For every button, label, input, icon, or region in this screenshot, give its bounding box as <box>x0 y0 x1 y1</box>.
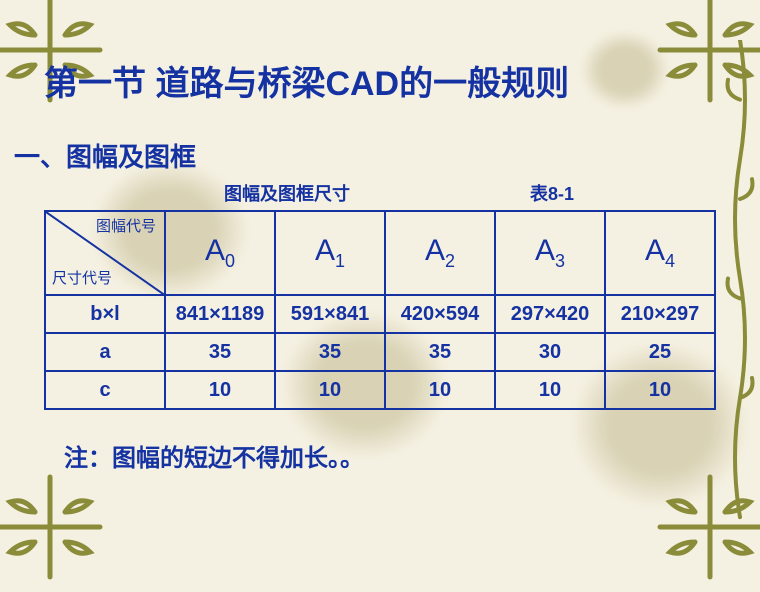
table-cell: 210×297 <box>605 295 715 333</box>
diag-bottom-label: 尺寸代号 <box>52 270 112 288</box>
table-cell: 10 <box>275 371 385 409</box>
table-cell: 10 <box>165 371 275 409</box>
table-cell: 10 <box>495 371 605 409</box>
table-cell: 10 <box>605 371 715 409</box>
table-cell: 591×841 <box>275 295 385 333</box>
table-cell: 420×594 <box>385 295 495 333</box>
table-cell: 35 <box>165 333 275 371</box>
table-number: 表8-1 <box>530 180 574 206</box>
row-label: a <box>45 333 165 371</box>
col-header: A4 <box>605 211 715 295</box>
col-header: A0 <box>165 211 275 295</box>
table-cell: 297×420 <box>495 295 605 333</box>
table-cell: 25 <box>605 333 715 371</box>
table-header-row: 图幅代号 尺寸代号 A0 A1 A2 A3 A4 <box>45 211 715 295</box>
table-cell: 841×1189 <box>165 295 275 333</box>
table-cell: 10 <box>385 371 495 409</box>
table-row: a3535353025 <box>45 333 715 371</box>
section-heading: 一、图幅及图框 <box>14 137 716 174</box>
table-row: c1010101010 <box>45 371 715 409</box>
table-cell: 30 <box>495 333 605 371</box>
table-row: b×l841×1189591×841420×594297×420210×297 <box>45 295 715 333</box>
row-label: c <box>45 371 165 409</box>
slide-title: 第一节 道路与桥梁CAD的一般规则 <box>44 56 716 105</box>
diagonal-header-cell: 图幅代号 尺寸代号 <box>45 211 165 295</box>
col-header: A1 <box>275 211 385 295</box>
table-cell: 35 <box>385 333 495 371</box>
diag-top-label: 图幅代号 <box>96 218 156 236</box>
paper-size-table: 图幅代号 尺寸代号 A0 A1 A2 A3 A4 b×l841×1189591×… <box>44 210 716 410</box>
table-cell: 35 <box>275 333 385 371</box>
table-caption: 图幅及图框尺寸 <box>224 180 350 206</box>
col-header: A2 <box>385 211 495 295</box>
col-header: A3 <box>495 211 605 295</box>
footnote: 注：图幅的短边不得加长。。 <box>64 438 716 473</box>
row-label: b×l <box>45 295 165 333</box>
